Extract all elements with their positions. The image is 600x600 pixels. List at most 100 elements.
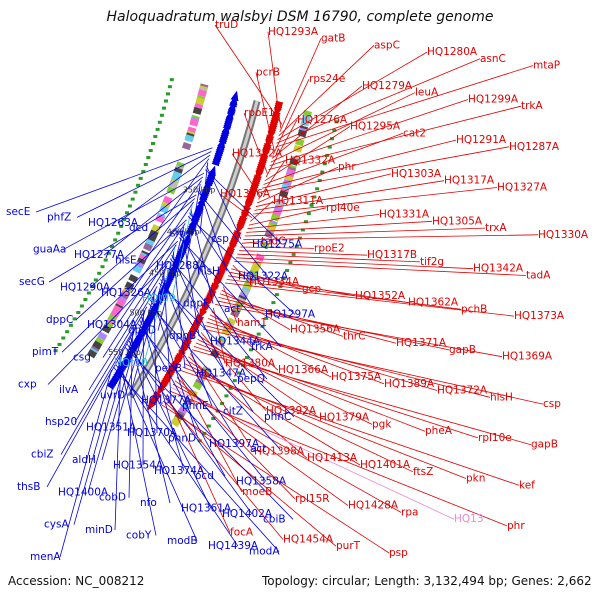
gene-label: HQ1361A	[181, 502, 232, 514]
gene-label: HQ13	[454, 513, 484, 525]
gene-label: citZ	[223, 405, 243, 417]
tick-mark	[211, 417, 216, 420]
kbp-tick-label: 350 kbp	[183, 186, 216, 195]
genome-summary-text: Topology: circular; Length: 3,132,494 bp…	[262, 574, 592, 588]
tick-mark	[309, 203, 314, 207]
reverse-gene-arrow	[211, 155, 220, 167]
gene-label: HQ1413A	[307, 452, 358, 464]
gene-label: HQ1293A	[268, 26, 319, 38]
feature-block	[181, 142, 192, 151]
tick-mark	[306, 212, 311, 215]
gene-label: HQ1330A	[538, 229, 589, 241]
label-leader	[153, 293, 158, 434]
label-leader	[243, 112, 268, 174]
label-leader	[144, 180, 202, 261]
label-leader	[247, 214, 380, 230]
tick-mark	[146, 156, 151, 159]
gene-label: tadA	[526, 269, 551, 281]
label-leader	[87, 330, 135, 493]
label-leader	[270, 92, 416, 163]
gene-label: HQt09	[142, 292, 176, 304]
label-leader	[128, 333, 133, 498]
gene-label: trxA	[485, 222, 507, 234]
gene-label: dppB	[169, 330, 196, 342]
tick-mark	[294, 244, 299, 248]
label-leader	[182, 366, 467, 479]
gene-label: thrC	[343, 330, 365, 342]
gene-label: ftsZ	[413, 466, 433, 478]
gene-label: kef	[519, 479, 535, 491]
gene-label: HQ1356A	[290, 324, 341, 336]
gene-label: rpoE2	[314, 242, 345, 254]
gene-label: hisH	[197, 265, 220, 277]
label-leader	[221, 289, 291, 330]
label-leader	[198, 187, 228, 272]
tick-mark	[61, 336, 66, 340]
label-leader	[191, 349, 532, 446]
tick-mark	[249, 348, 253, 352]
feature-block	[101, 324, 112, 334]
label-leader	[88, 265, 168, 391]
label-leader	[137, 323, 267, 482]
label-leader	[261, 146, 510, 193]
tick-mark	[106, 251, 111, 255]
tick-mark	[164, 99, 168, 103]
label-leader	[235, 257, 474, 270]
gene-label: focA	[230, 527, 254, 539]
gene-label: csp	[211, 233, 229, 245]
gene-label: ham1	[237, 317, 267, 329]
label-leader	[179, 237, 282, 348]
label-leader	[257, 166, 339, 204]
label-leader	[141, 316, 185, 471]
tick-mark	[322, 162, 327, 166]
label-leader	[267, 31, 282, 129]
feature-block	[134, 261, 145, 271]
gene-label: HQ1366A	[278, 364, 329, 376]
gene-label: ocd	[195, 470, 214, 482]
label-leader	[213, 307, 226, 364]
gene-label: minD	[85, 524, 113, 536]
label-leader	[60, 306, 148, 455]
gene-label: HQ1263A	[88, 217, 139, 229]
tick-mark	[317, 179, 322, 182]
tick-mark	[143, 163, 148, 166]
gene-label: HQ1299A	[468, 93, 519, 105]
gene-label: HQ1303A	[391, 168, 442, 180]
gene-label: HQ1279A	[362, 80, 413, 92]
gene-label: HQ1287A	[509, 141, 560, 153]
feature-block	[170, 417, 181, 428]
tick-mark	[162, 106, 166, 110]
accession-text: Accession: NC_008212	[8, 574, 145, 588]
label-leader	[205, 169, 283, 245]
label-leader	[158, 158, 210, 229]
label-leader	[172, 383, 402, 513]
label-leader	[268, 105, 522, 170]
feature-block	[116, 297, 127, 307]
label-leader	[114, 353, 122, 531]
gene-label: HQ1305A	[432, 215, 483, 227]
gene-label: rpl15R	[295, 493, 330, 505]
gene-label: dppF	[183, 298, 209, 310]
tick-mark	[312, 195, 317, 199]
label-leader	[231, 153, 261, 196]
gene-label: gatB	[321, 33, 345, 45]
gene-label: secE	[6, 206, 30, 218]
label-leader	[185, 184, 201, 266]
label-leader	[48, 194, 197, 283]
gene-label: HQ1372A	[437, 385, 488, 397]
feature-block	[103, 320, 114, 331]
tick-mark	[136, 183, 141, 187]
gene-label: HQ1312A	[232, 148, 283, 160]
label-leader	[116, 360, 198, 541]
gene-label: HQ1351A	[86, 422, 137, 434]
label-leader	[180, 233, 241, 342]
gene-label: HQ1276A	[297, 114, 348, 126]
gene-label: HQ1392A	[266, 405, 317, 417]
feature-block	[209, 349, 220, 359]
gene-label: aspC	[374, 39, 400, 51]
tick-mark	[97, 271, 102, 275]
gene-label: tadC	[261, 236, 286, 248]
gene-label: HQ1370A	[127, 427, 178, 439]
label-leader	[275, 65, 534, 148]
gene-label: HQ1352A	[355, 290, 406, 302]
